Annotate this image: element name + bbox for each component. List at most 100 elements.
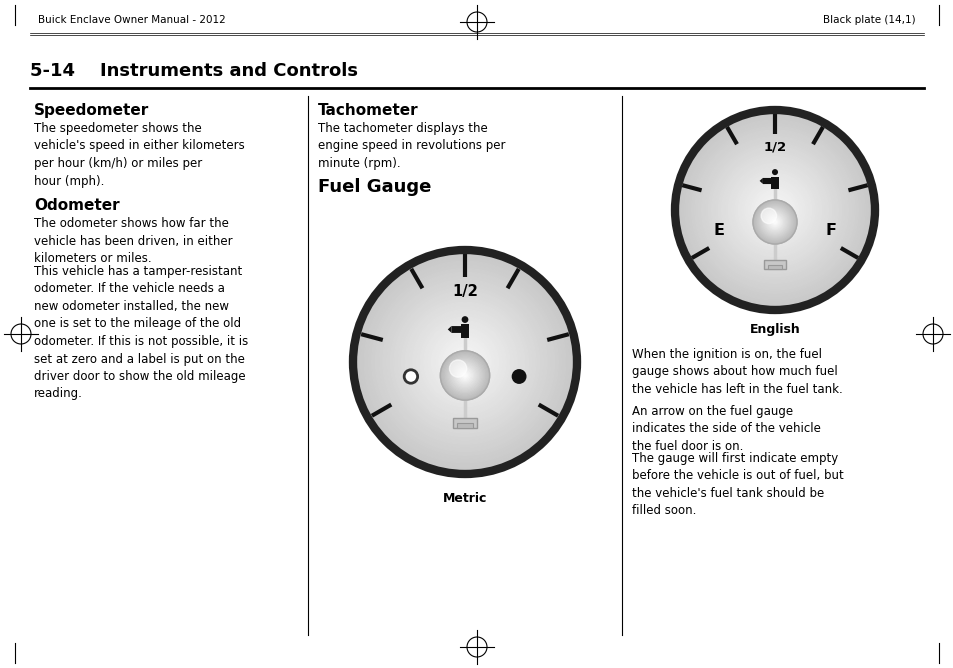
FancyBboxPatch shape (763, 260, 785, 269)
Circle shape (443, 355, 485, 396)
Text: This vehicle has a tamper-resistant
odometer. If the vehicle needs a
new odomete: This vehicle has a tamper-resistant odom… (34, 265, 248, 401)
Circle shape (449, 359, 480, 391)
Circle shape (758, 206, 791, 238)
Text: 1/2: 1/2 (762, 140, 785, 154)
Circle shape (700, 137, 847, 283)
Text: The gauge will first indicate empty
before the vehicle is out of fuel, but
the v: The gauge will first indicate empty befo… (631, 452, 842, 518)
Text: Tachometer: Tachometer (317, 103, 418, 118)
Text: 1/2: 1/2 (452, 284, 477, 299)
Circle shape (423, 321, 505, 403)
Circle shape (765, 213, 783, 231)
Circle shape (754, 190, 794, 230)
Text: E: E (713, 223, 723, 238)
Circle shape (512, 370, 525, 383)
Polygon shape (447, 326, 451, 333)
Circle shape (767, 215, 781, 228)
Circle shape (714, 150, 834, 270)
Text: Odometer: Odometer (34, 198, 119, 213)
Circle shape (445, 356, 484, 395)
Circle shape (764, 200, 784, 220)
Text: 5-14    Instruments and Controls: 5-14 Instruments and Controls (30, 62, 357, 80)
Circle shape (720, 157, 827, 263)
Circle shape (756, 203, 793, 240)
Circle shape (760, 196, 787, 223)
Circle shape (446, 357, 483, 394)
Circle shape (770, 218, 779, 226)
Circle shape (727, 164, 821, 257)
Circle shape (447, 358, 482, 393)
Circle shape (353, 250, 577, 474)
Circle shape (397, 295, 532, 430)
Circle shape (454, 364, 476, 387)
Circle shape (758, 193, 791, 226)
Circle shape (440, 351, 489, 400)
Circle shape (763, 211, 785, 233)
Circle shape (457, 355, 472, 369)
Circle shape (458, 369, 471, 381)
Circle shape (678, 114, 871, 307)
Circle shape (450, 361, 479, 390)
Circle shape (740, 176, 807, 243)
Circle shape (454, 351, 476, 373)
Circle shape (753, 201, 795, 243)
Circle shape (442, 353, 487, 397)
Circle shape (450, 347, 479, 377)
Circle shape (456, 367, 473, 384)
Circle shape (356, 254, 573, 470)
Circle shape (695, 130, 854, 290)
Bar (770, 176, 778, 188)
Circle shape (772, 220, 777, 224)
Circle shape (405, 302, 524, 422)
Circle shape (704, 140, 844, 280)
Circle shape (771, 206, 778, 213)
Circle shape (435, 332, 495, 392)
Text: Metric: Metric (442, 492, 487, 505)
Circle shape (449, 360, 466, 377)
Circle shape (461, 316, 468, 323)
Circle shape (427, 325, 502, 399)
Polygon shape (759, 178, 762, 184)
Circle shape (461, 358, 468, 366)
Circle shape (453, 363, 476, 387)
FancyBboxPatch shape (453, 418, 476, 428)
Circle shape (431, 329, 498, 395)
Circle shape (404, 370, 417, 383)
Circle shape (755, 202, 794, 242)
Circle shape (463, 374, 466, 377)
Circle shape (698, 134, 851, 287)
Circle shape (724, 160, 824, 260)
Text: Fuel Gauge: Fuel Gauge (317, 178, 431, 196)
Circle shape (757, 204, 792, 240)
Circle shape (760, 208, 788, 236)
Circle shape (438, 336, 491, 388)
Text: The odometer shows how far the
vehicle has been driven, in either
kilometers or : The odometer shows how far the vehicle h… (34, 217, 233, 265)
Circle shape (711, 147, 838, 273)
Circle shape (769, 216, 780, 228)
Circle shape (446, 343, 483, 381)
Circle shape (744, 180, 804, 240)
Text: Speedometer: Speedometer (34, 103, 149, 118)
Circle shape (459, 371, 470, 380)
Circle shape (409, 306, 520, 418)
Circle shape (773, 221, 776, 223)
Circle shape (461, 372, 468, 379)
Circle shape (442, 339, 487, 384)
Circle shape (738, 173, 811, 246)
Circle shape (372, 269, 558, 456)
Circle shape (394, 291, 536, 433)
Circle shape (368, 265, 561, 459)
Circle shape (734, 170, 814, 250)
Circle shape (764, 212, 784, 232)
Circle shape (747, 183, 801, 236)
Circle shape (766, 214, 781, 230)
Circle shape (761, 209, 787, 235)
Circle shape (718, 154, 831, 267)
Circle shape (382, 280, 547, 444)
Circle shape (681, 117, 867, 303)
Circle shape (378, 276, 550, 448)
Circle shape (413, 310, 517, 414)
Circle shape (401, 299, 528, 426)
Text: F: F (825, 223, 836, 238)
Bar (460, 325, 469, 338)
Text: The speedometer shows the
vehicle's speed in either kilometers
per hour (km/h) o: The speedometer shows the vehicle's spee… (34, 122, 245, 188)
